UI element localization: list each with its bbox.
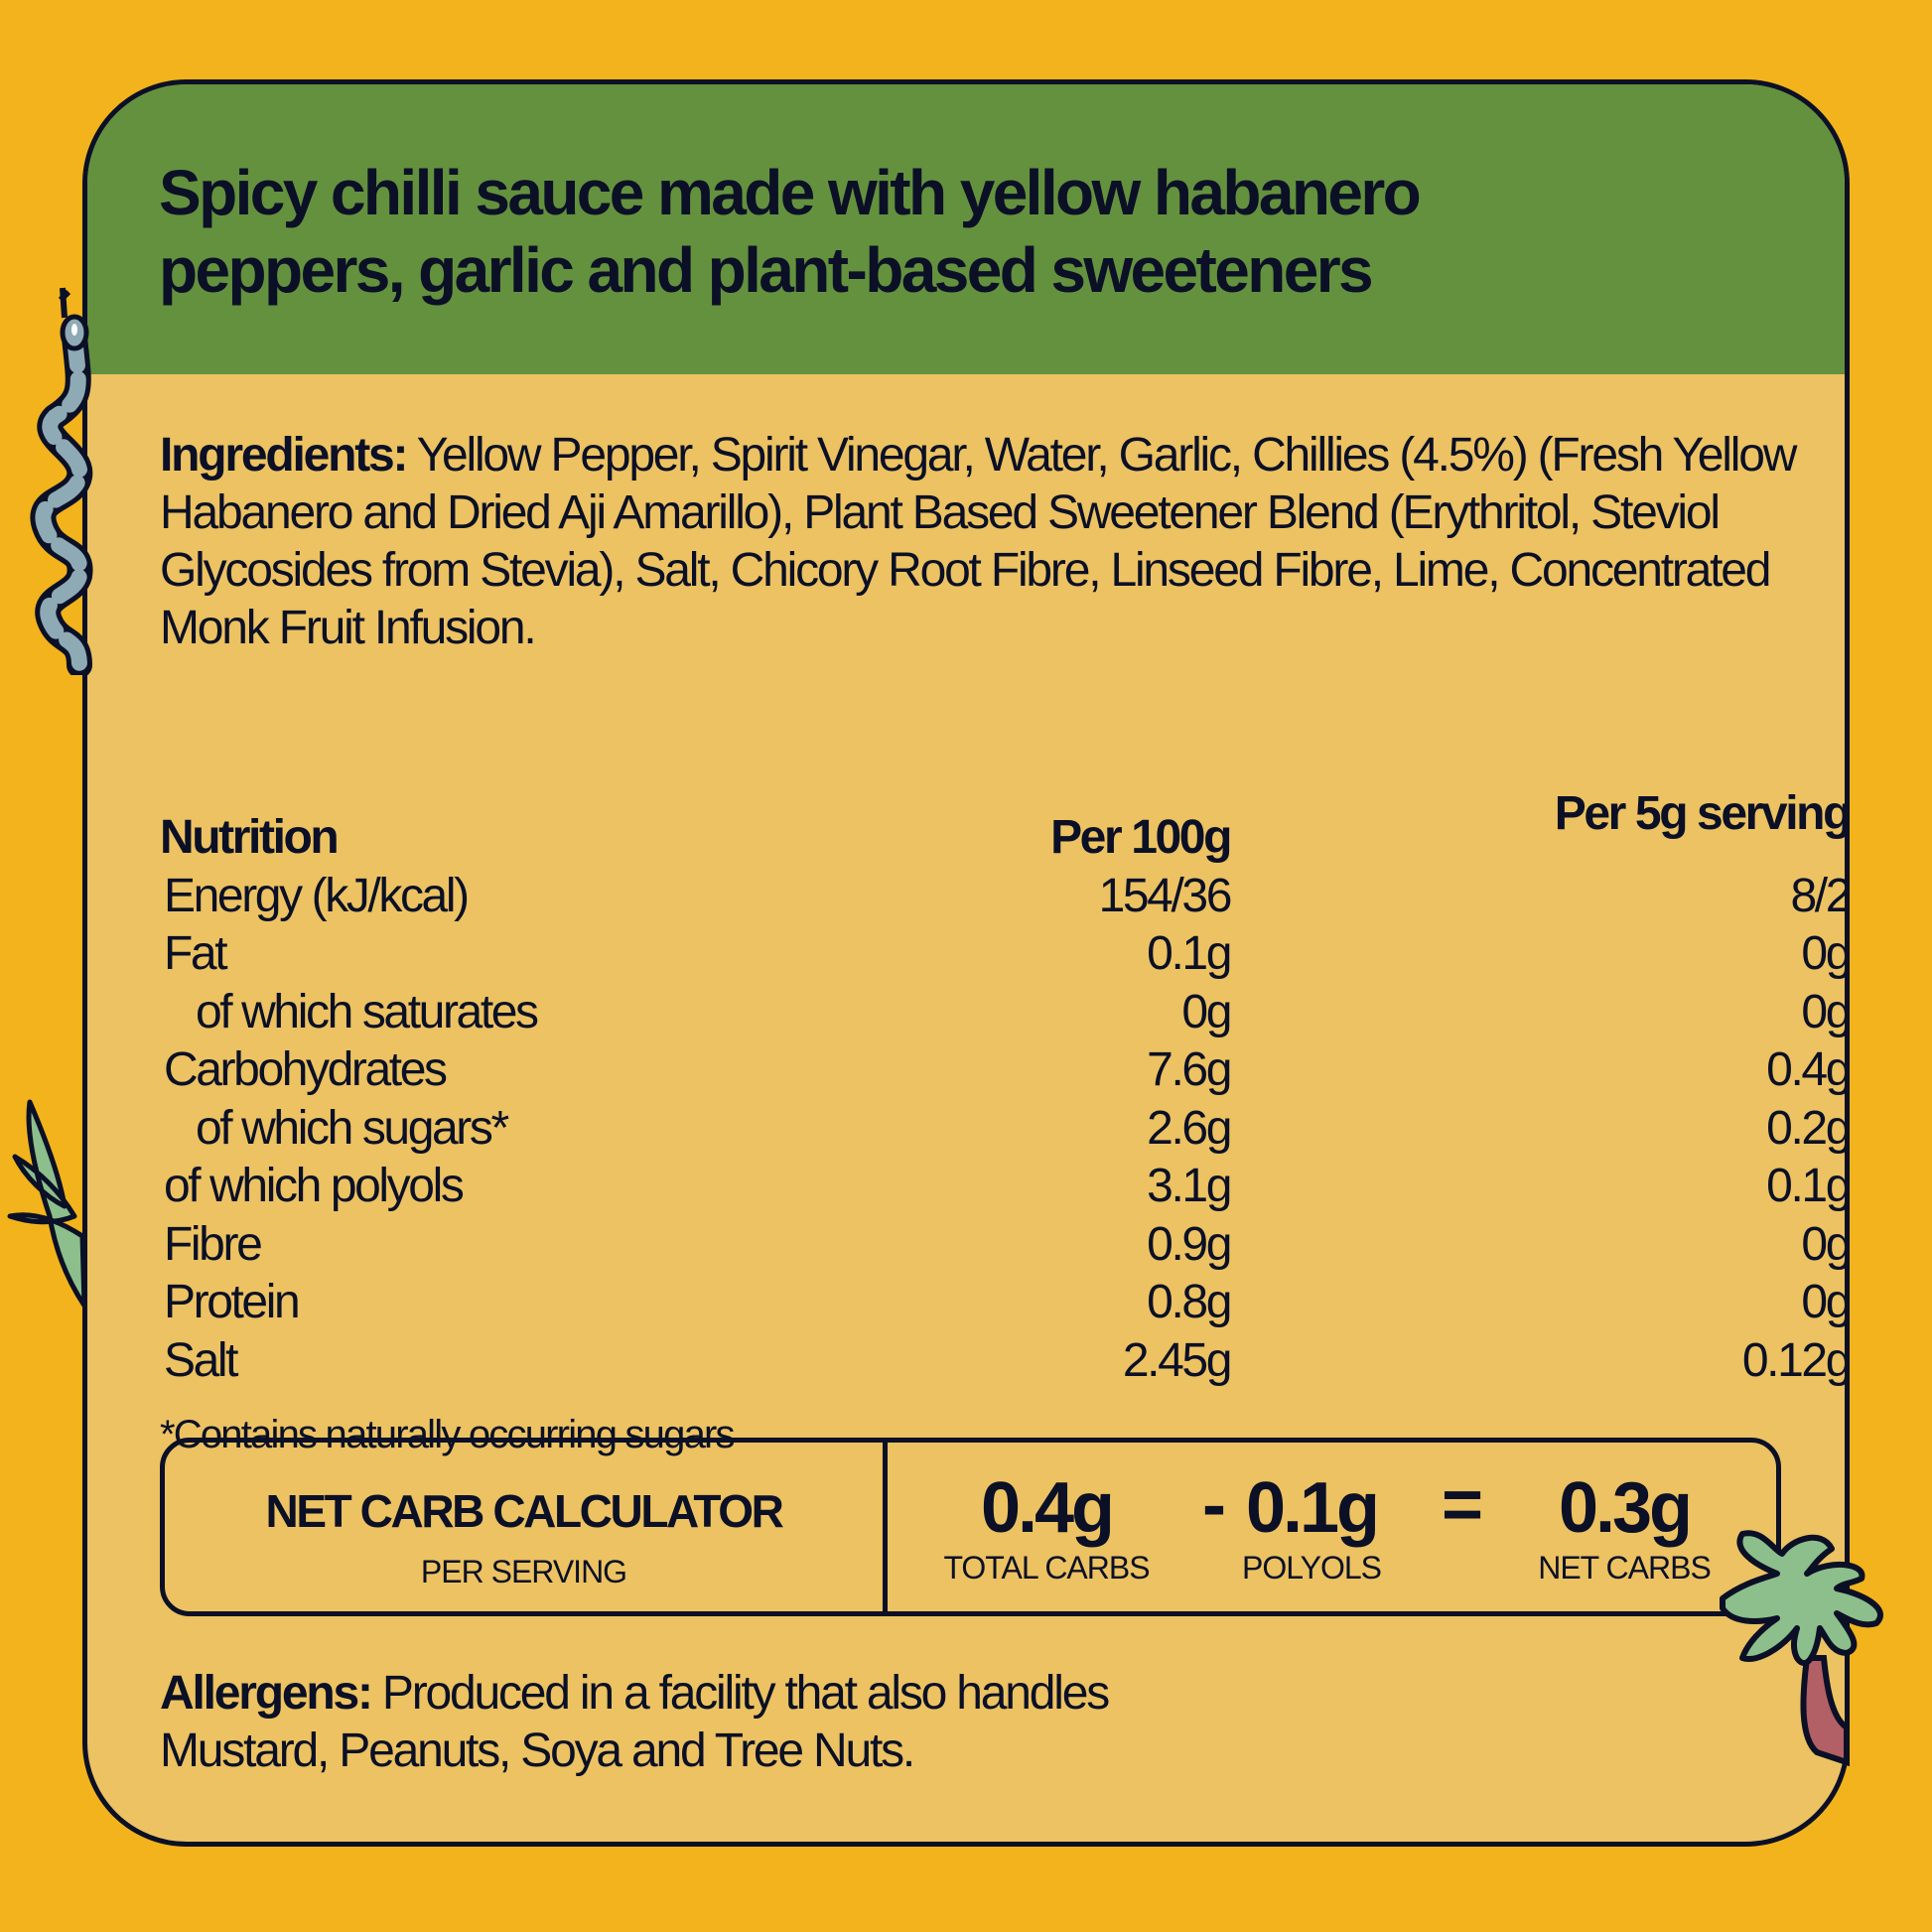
nutrition-row: Protein 0.8g 0g <box>160 1274 1845 1332</box>
per-100g-value: 3.1g <box>1147 1160 1232 1212</box>
equals-sign: = <box>1442 1465 1484 1545</box>
polyols-label: POLYOLS <box>1241 1550 1382 1586</box>
per-serving-value: 0g <box>1801 985 1850 1038</box>
net-carbs-label: NET CARBS <box>1538 1550 1712 1586</box>
nutrition-label-card: Spicy chilli sauce made with yellow haba… <box>82 79 1850 1847</box>
per-100g-heading: Per 100g <box>1050 811 1232 864</box>
nutrient-label: of which polyols <box>164 1160 465 1212</box>
nutrition-row: Fibre 0.9g 0g <box>160 1216 1845 1275</box>
nutrition-row: of which sugars* 2.6g 0.2g <box>160 1100 1845 1159</box>
ingredients-label: Ingredients: <box>160 429 408 482</box>
title-banner: Spicy chilli sauce made with yellow haba… <box>87 84 1845 374</box>
nutrient-label: Fibre <box>164 1217 263 1271</box>
nutrition-row: Energy (kJ/kcal) 154/36 8/2 <box>160 868 1845 926</box>
nutrition-row: of which polyols 3.1g 0.1g <box>160 1158 1845 1216</box>
snake-icon <box>30 287 93 675</box>
nutrition-row: of which saturates 0g 0g <box>160 984 1845 1042</box>
per-serving-value: 0g <box>1801 927 1850 980</box>
calculator-subtitle: PER SERVING <box>420 1554 627 1589</box>
per-100g-value: 0.9g <box>1147 1217 1232 1271</box>
per-100g-value: 0g <box>1181 985 1232 1038</box>
nutrition-row: Fat 0.1g 0g <box>160 925 1845 984</box>
footnote: *Contains naturally occurring sugars <box>160 1413 736 1456</box>
per-serving-value: 0.2g <box>1766 1101 1850 1155</box>
per-serving-heading: Per 5g serving <box>1554 787 1850 840</box>
nutrition-header: Nutrition Per 100g Per 5g serving <box>160 787 1845 868</box>
allergens-line: Mustard, Peanuts, Soya and Tree Nuts. <box>160 1725 915 1777</box>
nutrient-label: of which saturates <box>196 985 539 1038</box>
plant-icon <box>7 1099 87 1309</box>
nutrient-label: Fat <box>164 927 228 980</box>
per-serving-value: 0g <box>1801 1276 1850 1328</box>
per-serving-value: 0.1g <box>1766 1160 1850 1212</box>
nutrient-label: Protein <box>164 1276 301 1328</box>
polyols-value: 0.1g <box>1245 1468 1380 1548</box>
net-carb-calculator: NET CARB CALCULATOR PER SERVING 0.4g TOT… <box>160 1438 1781 1616</box>
divider <box>883 1443 888 1611</box>
nutrition-row: Carbohydrates 7.6g 0.4g <box>160 1041 1845 1100</box>
per-serving-value: 8/2 <box>1790 869 1850 922</box>
per-serving-value: 0.12g <box>1741 1333 1850 1387</box>
total-carbs-label: TOTAL CARBS <box>943 1550 1150 1586</box>
nutrient-label: Salt <box>164 1333 239 1387</box>
nutrition-heading: Nutrition <box>160 811 340 864</box>
ingredients: Ingredients: Yellow Pepper, Spirit Vineg… <box>160 427 1808 657</box>
per-100g-value: 0.1g <box>1147 927 1232 980</box>
ingredients-text: Yellow Pepper, Spirit Vinegar, Water, Ga… <box>160 429 1797 654</box>
title-line: Spicy chilli sauce made with yellow haba… <box>159 157 1422 228</box>
per-100g-value: 2.6g <box>1147 1101 1232 1155</box>
title-line: peppers, garlic and plant-based sweetene… <box>159 234 1374 306</box>
per-serving-value: 0.4g <box>1766 1043 1850 1096</box>
allergens-label: Allergens: <box>160 1667 373 1720</box>
nutrition-table: Nutrition Per 100g Per 5g serving Energy… <box>160 787 1845 1391</box>
net-carbs-value: 0.3g <box>1558 1468 1693 1548</box>
total-carbs-value: 0.4g <box>980 1468 1115 1548</box>
per-100g-value: 154/36 <box>1098 869 1233 922</box>
allergens-line: Produced in a facility that also handles <box>381 1667 1110 1720</box>
nutrient-label: of which sugars* <box>196 1101 509 1155</box>
total-carbs: 0.4g TOTAL CARBS <box>927 1468 1166 1587</box>
palm-tree-icon <box>1720 1530 1883 1767</box>
polyols: 0.1g POLYOLS <box>1173 1468 1411 1587</box>
per-100g-value: 7.6g <box>1147 1043 1232 1096</box>
net-carbs: 0.3g NET CARBS <box>1505 1468 1743 1587</box>
product-description: Spicy chilli sauce made with yellow haba… <box>159 154 1422 309</box>
per-100g-value: 2.45g <box>1122 1333 1233 1387</box>
per-serving-value: 0g <box>1801 1217 1850 1271</box>
minus-sign: - <box>1202 1465 1226 1545</box>
nutrition-row: Salt 2.45g 0.12g <box>160 1332 1845 1391</box>
calculator-title: NET CARB CALCULATOR <box>265 1485 784 1537</box>
allergens: Allergens: Produced in a facility that a… <box>160 1665 1351 1780</box>
nutrient-label: Carbohydrates <box>164 1043 448 1096</box>
nutrient-label: Energy (kJ/kcal) <box>164 869 470 922</box>
per-100g-value: 0.8g <box>1147 1276 1232 1328</box>
